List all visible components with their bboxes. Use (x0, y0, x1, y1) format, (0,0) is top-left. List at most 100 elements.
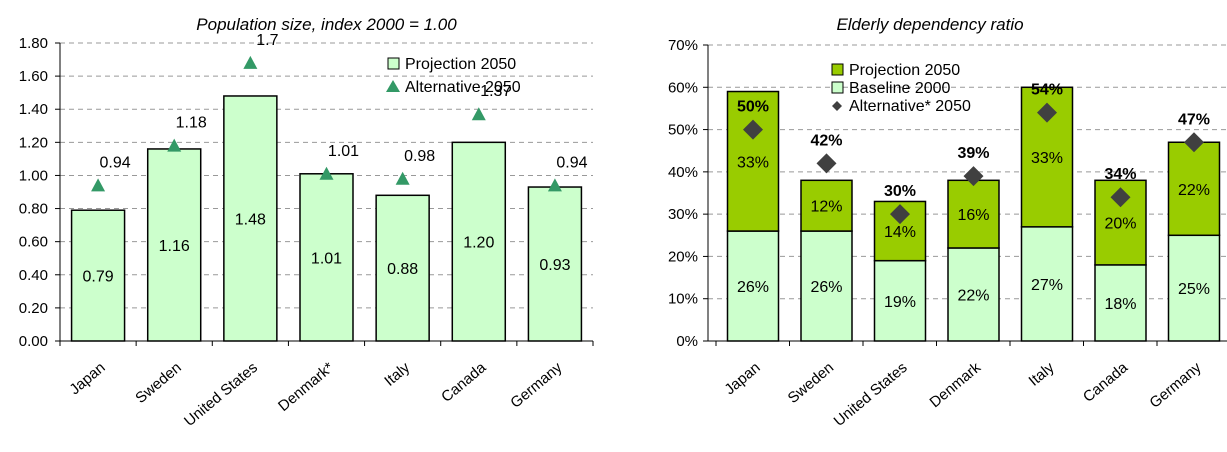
diamond-marker (963, 166, 984, 187)
bar-baseline (947, 247, 1000, 342)
y-tick-label: 30% (668, 206, 698, 223)
diamond-marker (890, 204, 910, 225)
data-label: 0.93 (539, 257, 570, 274)
legend-label: Projection 2050 (405, 56, 516, 73)
bar-baseline (1020, 226, 1074, 342)
bar-projection (1167, 141, 1221, 237)
marker-label: 1.7 (256, 32, 278, 49)
data-label-projection: 14% (884, 224, 916, 241)
marker-label: 0.94 (100, 154, 131, 171)
data-label: 0.88 (387, 261, 418, 278)
data-label-projection: 33% (1031, 150, 1063, 167)
triangle-marker (395, 171, 410, 185)
data-label-baseline: 18% (1104, 296, 1136, 313)
data-label-projection: 16% (957, 207, 989, 224)
data-label: 1.20 (463, 235, 494, 252)
y-tick-label: 0.20 (19, 300, 48, 317)
marker-label: 0.94 (556, 154, 587, 171)
data-label-projection: 22% (1178, 182, 1210, 199)
triangle-marker (471, 107, 486, 121)
marker-label: 30% (884, 183, 916, 200)
bar (223, 95, 278, 342)
x-tick-label: Japan (721, 359, 763, 398)
triangle-marker (91, 178, 106, 192)
y-tick-label: 1.20 (19, 134, 48, 151)
x-tick-label: Canada (1080, 359, 1132, 406)
y-tick-label: 70% (668, 37, 698, 54)
x-tick-label: Denmark* (275, 359, 337, 415)
diamond-marker (1184, 132, 1204, 153)
data-label: 1.16 (159, 238, 190, 255)
marker-label: 0.98 (404, 148, 435, 165)
legend: Projection 2050 Alternative 2050 (386, 56, 521, 96)
x-tick-label: Germany (1146, 359, 1205, 412)
marker-label: 1.01 (328, 143, 359, 160)
bar-projection (947, 179, 1000, 249)
triangle-marker (167, 138, 182, 152)
data-label-baseline: 27% (1031, 277, 1063, 294)
data-label-baseline: 26% (737, 279, 769, 296)
y-tick-label: 60% (668, 79, 698, 96)
y-tick-label: 40% (668, 164, 698, 181)
legend-label: Baseline 2000 (849, 80, 951, 97)
x-tick-label: Germany (507, 359, 566, 412)
triangle-marker (547, 178, 562, 192)
legend-label: Alternative 2050 (405, 79, 521, 96)
legend-swatch-alternative (386, 80, 400, 92)
bar-baseline (873, 259, 927, 342)
y-tick-label: 20% (668, 248, 698, 265)
y-tick-label: 0% (676, 333, 698, 350)
legend-swatch-alternative (832, 101, 842, 111)
x-tick-label: Japan (66, 359, 108, 398)
marker-label: 1.37 (480, 83, 511, 100)
marker-label: 42% (810, 132, 842, 149)
x-tick-label: Italy (381, 359, 413, 390)
marker-label: 34% (1104, 166, 1136, 183)
triangle-marker (243, 55, 258, 69)
data-label-baseline: 22% (957, 287, 989, 304)
data-label-baseline: 19% (884, 294, 916, 311)
chart-title: Population size, index 2000 = 1.00 (196, 15, 457, 34)
y-tick-label: 50% (668, 122, 698, 139)
diamond-marker (816, 153, 837, 174)
marker-label: 1.18 (176, 115, 207, 132)
bar-baseline (800, 230, 853, 342)
y-tick-label: 10% (668, 291, 698, 308)
marker-label: 54% (1031, 82, 1063, 99)
chart-title: Elderly dependency ratio (836, 15, 1023, 34)
x-tick-label: United States (831, 359, 911, 430)
legend-swatch-baseline (831, 81, 844, 94)
bar-baseline (726, 230, 780, 342)
data-label: 1.01 (311, 250, 342, 267)
x-tick-label: Sweden (785, 359, 837, 407)
x-tick-label: United States (181, 359, 261, 430)
diamond-marker (1110, 187, 1131, 208)
legend-swatch-projection (387, 57, 400, 70)
marker-label: 47% (1178, 111, 1210, 128)
y-tick-label: 1.80 (19, 35, 48, 52)
y-tick-label: 1.60 (19, 68, 48, 85)
data-label: 0.79 (83, 269, 114, 286)
legend-swatch-projection (831, 63, 844, 76)
diamond-marker (743, 119, 763, 140)
marker-label: 39% (957, 145, 989, 162)
bar-projection (800, 179, 853, 232)
x-tick-label: Denmark (927, 359, 985, 411)
x-tick-label: Italy (1026, 359, 1058, 390)
dependency-chart: Elderly dependency ratio 0% 10% 20% 30% 40% 50… (668, 15, 1227, 430)
diamond-marker (1037, 102, 1057, 123)
data-label-projection: 33% (737, 154, 769, 171)
bar (70, 209, 126, 342)
x-tick-label: Sweden (132, 359, 184, 407)
data-label-projection: 12% (810, 199, 842, 216)
legend-label: Projection 2050 (849, 62, 960, 79)
y-tick-label: 1.40 (19, 101, 48, 118)
triangle-marker (319, 166, 334, 180)
y-tick-label: 1.00 (19, 167, 48, 184)
y-tick-label: 0.00 (19, 333, 48, 350)
data-label-baseline: 26% (810, 279, 842, 296)
y-tick-label: 0.40 (19, 267, 48, 284)
